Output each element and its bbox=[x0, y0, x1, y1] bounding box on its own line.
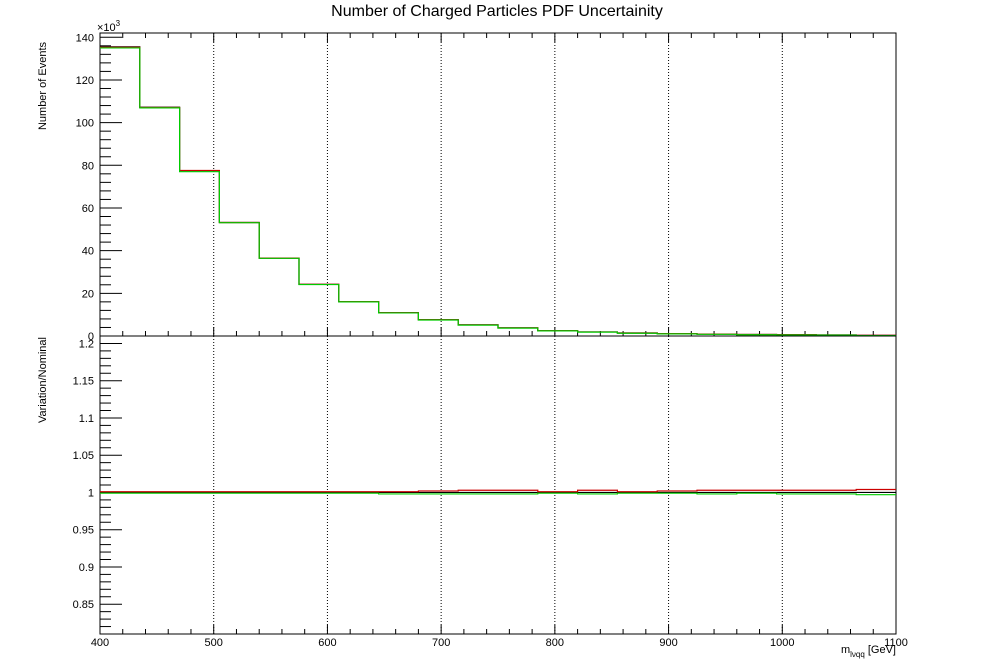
y-exponent-label: ×103 bbox=[97, 19, 121, 34]
y-axis-title: Number of Events bbox=[37, 41, 49, 130]
y-tick-label: 1.1 bbox=[79, 413, 94, 425]
x-tick-label: 800 bbox=[546, 637, 564, 649]
y-tick-label: 80 bbox=[82, 160, 94, 172]
y-tick-label: 1.15 bbox=[73, 376, 94, 388]
y-tick-label: 140 bbox=[76, 32, 94, 44]
y-tick-label: 1.2 bbox=[79, 338, 94, 350]
x-tick-label: 1100 bbox=[884, 637, 908, 649]
x-tick-label: 500 bbox=[205, 637, 223, 649]
y-tick-label: 1.05 bbox=[73, 450, 94, 462]
y-axis-title: Variation/Nominal bbox=[37, 337, 49, 423]
y-tick-label: 20 bbox=[82, 288, 94, 300]
y-tick-label: 0.85 bbox=[73, 599, 94, 611]
y-tick-label: 0.95 bbox=[73, 525, 94, 537]
series-line-2 bbox=[100, 47, 896, 337]
x-tick-label: 400 bbox=[91, 637, 109, 649]
y-tick-label: 1 bbox=[88, 487, 94, 499]
y-tick-label: 60 bbox=[82, 203, 94, 215]
x-tick-label: 700 bbox=[432, 637, 450, 649]
bottom-panel: 0.85 0.9 0.95 1 1.05 1.1 1.15 1.2 400 500 600 700 80… bbox=[37, 335, 908, 659]
x-tick-label: 900 bbox=[659, 637, 677, 649]
x-axis-title: mlνqq [GeV] bbox=[841, 644, 896, 659]
x-tick-label: 600 bbox=[318, 637, 336, 649]
series-line-2 bbox=[100, 492, 896, 496]
plot-frame bbox=[99, 335, 897, 635]
y-tick-label: 0 bbox=[88, 331, 94, 343]
y-tick-label: 40 bbox=[82, 246, 94, 258]
y-tick-label: 0.9 bbox=[79, 562, 94, 574]
x-tick-label: 1000 bbox=[770, 637, 794, 649]
chart-title: Number of Charged Particles PDF Uncertai… bbox=[331, 3, 663, 20]
series-line-1 bbox=[100, 488, 896, 493]
y-tick-label: 100 bbox=[76, 118, 94, 130]
y-tick-label: 120 bbox=[76, 75, 94, 87]
top-panel: 0 20 40 60 80 100 120 140 Number of Events ×103 bbox=[37, 19, 897, 343]
